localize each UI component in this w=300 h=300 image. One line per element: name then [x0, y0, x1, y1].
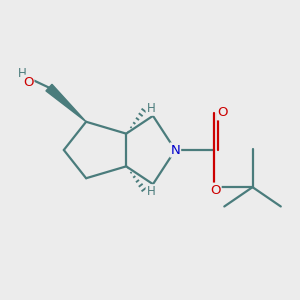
Text: O: O	[218, 106, 228, 119]
Text: H: H	[18, 67, 27, 80]
Text: O: O	[210, 184, 220, 196]
Text: N: N	[170, 143, 180, 157]
Text: O: O	[23, 76, 33, 89]
Text: H: H	[146, 102, 155, 115]
Text: H: H	[146, 185, 155, 198]
Polygon shape	[46, 84, 86, 122]
